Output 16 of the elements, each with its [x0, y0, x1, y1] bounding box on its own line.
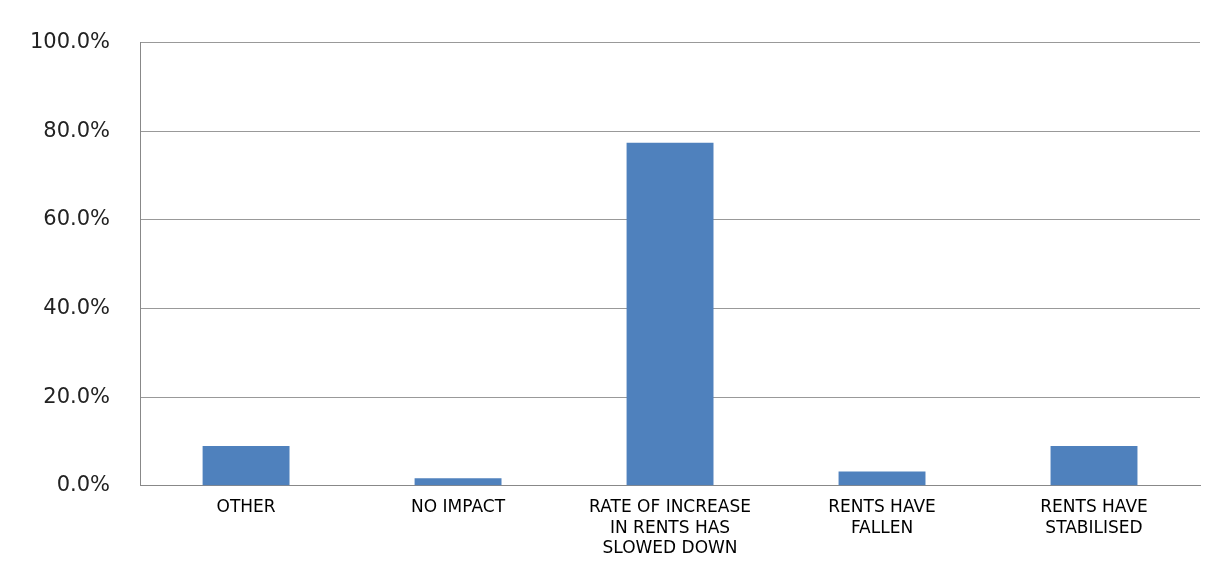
- y-tick-label: 100.0%: [29, 29, 111, 54]
- x-tick-label: RATE OF INCREASE IN RENTS HAS SLOWED DOWN: [589, 496, 751, 558]
- x-tick-label: RENTS HAVE FALLEN: [828, 496, 936, 537]
- y-tick-label: 40.0%: [43, 294, 111, 319]
- y-tick-label: 60.0%: [43, 206, 111, 231]
- bar: [838, 471, 926, 486]
- x-tick-label: RENTS HAVE STABILISED: [1040, 496, 1148, 537]
- bar: [1050, 445, 1138, 486]
- x-tick-label: OTHER: [216, 496, 276, 517]
- x-tick-label: NO IMPACT: [411, 496, 506, 517]
- y-tick-label: 80.0%: [43, 117, 111, 142]
- y-tick-label: 0.0%: [56, 472, 111, 497]
- bar: [626, 142, 714, 486]
- y-tick-label: 20.0%: [43, 383, 111, 408]
- bar: [414, 478, 502, 486]
- bar: [202, 445, 290, 486]
